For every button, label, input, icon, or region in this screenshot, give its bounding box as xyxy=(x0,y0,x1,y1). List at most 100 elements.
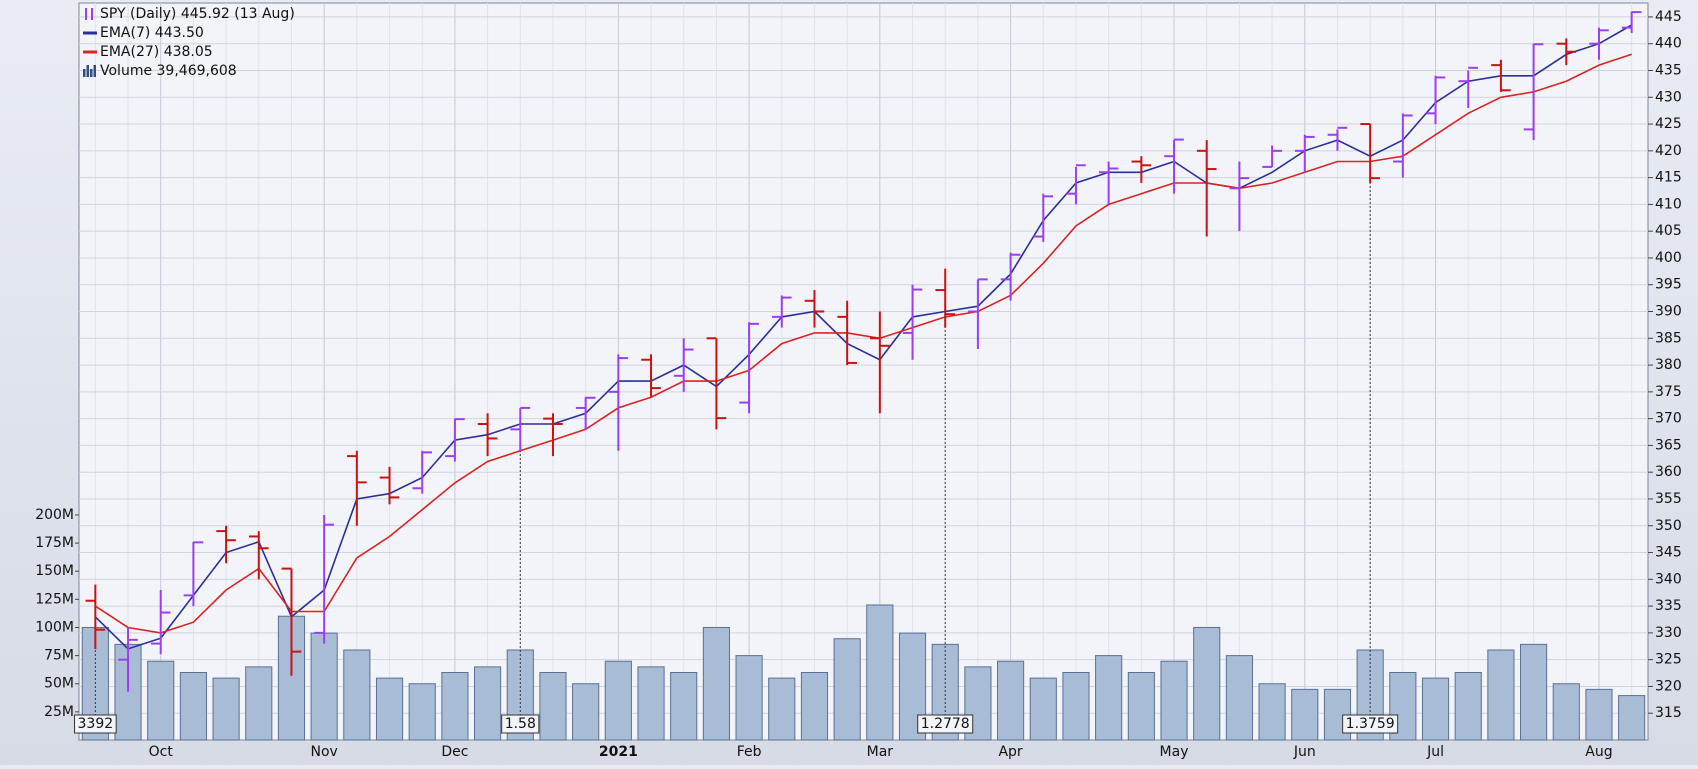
legend-label: Volume 39,469,608 xyxy=(100,63,237,79)
volume-bar xyxy=(1062,671,1090,741)
y-tick-label: 420 xyxy=(1655,143,1682,159)
legend-label: EMA(7) 443.50 xyxy=(100,25,204,41)
volume-bar xyxy=(179,671,207,741)
y-tick-label: 400 xyxy=(1655,250,1682,266)
y-tick-label: 355 xyxy=(1655,491,1682,507)
volume-bar xyxy=(572,683,600,741)
volume-bar xyxy=(343,649,371,741)
x-tick-label: Mar xyxy=(867,744,894,760)
volume-bar xyxy=(212,677,240,741)
volume-bar xyxy=(866,604,894,741)
y-tick-label: 315 xyxy=(1655,705,1682,721)
event-label: 1.3759 xyxy=(1346,716,1395,732)
volume-bar xyxy=(702,626,730,741)
volume-bar xyxy=(800,671,829,741)
volume-bar xyxy=(147,660,175,741)
x-tick-label: Aug xyxy=(1585,744,1612,760)
y-tick-label: 395 xyxy=(1655,277,1682,293)
x-tick-label: Jun xyxy=(1293,744,1316,760)
volume-bar xyxy=(375,677,404,741)
y2-tick-label: 125M xyxy=(35,591,74,607)
event-box xyxy=(74,714,117,734)
volume-bar xyxy=(604,660,632,741)
y2-tick-label: 150M xyxy=(35,563,74,579)
y2-tick-label: 175M xyxy=(35,535,74,551)
y-tick-label: 440 xyxy=(1655,36,1682,52)
volume-bar xyxy=(1520,643,1548,741)
volume-bar xyxy=(637,666,665,741)
ema-line xyxy=(94,53,1632,634)
volume-bar xyxy=(1585,688,1613,741)
y2-tick-label: 25M xyxy=(44,704,74,720)
legend-swatch xyxy=(90,69,93,77)
volume-bar xyxy=(441,671,469,741)
volume-bar xyxy=(735,655,763,741)
y-tick-label: 350 xyxy=(1655,518,1682,534)
volume-bar xyxy=(833,638,861,741)
volume-bar xyxy=(1487,649,1515,741)
volume-bar xyxy=(670,671,698,741)
volume-bar xyxy=(310,632,338,741)
y-tick-label: 325 xyxy=(1655,652,1682,668)
volume-bar xyxy=(1029,677,1057,741)
y-tick-label: 410 xyxy=(1655,196,1682,212)
volume-bar xyxy=(245,666,273,741)
y-tick-label: 365 xyxy=(1655,437,1682,453)
x-tick-label: Apr xyxy=(998,744,1022,760)
y-tick-label: 345 xyxy=(1655,545,1682,561)
event-label: 3392 xyxy=(78,716,114,732)
x-tick-label: Oct xyxy=(149,744,174,760)
volume-bar xyxy=(768,677,796,741)
x-tick-label: 2021 xyxy=(599,744,638,760)
y2-tick-label: 100M xyxy=(35,619,74,635)
y-tick-label: 435 xyxy=(1655,62,1682,78)
volume-bar xyxy=(1258,683,1286,741)
volume-bar xyxy=(1127,671,1155,741)
x-tick-label: May xyxy=(1160,744,1189,760)
y-tick-label: 370 xyxy=(1655,411,1682,427)
x-tick-label: Nov xyxy=(310,744,337,760)
volume-bar xyxy=(1618,695,1646,741)
volume-bar xyxy=(997,660,1025,741)
y-tick-label: 445 xyxy=(1655,9,1682,25)
y-tick-label: 425 xyxy=(1655,116,1682,132)
y-tick-label: 335 xyxy=(1655,598,1682,614)
volume-bar xyxy=(1160,660,1188,741)
event-label: 1.2778 xyxy=(921,716,970,732)
x-tick-label: Feb xyxy=(737,744,762,760)
y-tick-label: 320 xyxy=(1655,678,1682,694)
volume-bar xyxy=(1291,688,1319,741)
y2-tick-label: 75M xyxy=(44,648,74,664)
y-tick-label: 405 xyxy=(1655,223,1682,239)
volume-bar xyxy=(1225,655,1253,741)
x-tick-label: Jul xyxy=(1426,744,1444,760)
event-box xyxy=(501,714,540,734)
legend-swatch xyxy=(93,65,96,77)
y-tick-label: 375 xyxy=(1655,384,1682,400)
y-tick-label: 415 xyxy=(1655,170,1682,186)
y-tick-label: 390 xyxy=(1655,304,1682,320)
volume-bar xyxy=(539,671,567,741)
x-tick-label: Dec xyxy=(441,744,468,760)
y2-tick-label: 50M xyxy=(44,676,74,692)
volume-bar xyxy=(1454,671,1482,741)
y-tick-label: 330 xyxy=(1655,625,1682,641)
volume-bar xyxy=(474,666,502,741)
plot-area xyxy=(78,2,1649,741)
ema-line xyxy=(94,24,1633,650)
y-tick-label: 430 xyxy=(1655,89,1682,105)
volume-bar xyxy=(1552,683,1580,741)
legend-label: EMA(27) 438.05 xyxy=(100,44,213,60)
volume-bar xyxy=(408,683,436,741)
event-box xyxy=(1342,714,1399,734)
y-tick-label: 385 xyxy=(1655,330,1682,346)
y2-tick-label: 200M xyxy=(35,507,74,523)
volume-bar xyxy=(1193,626,1221,741)
volume-bar xyxy=(1095,655,1123,741)
y-tick-label: 380 xyxy=(1655,357,1682,373)
y-tick-label: 340 xyxy=(1655,571,1682,587)
event-box xyxy=(917,714,974,734)
legend-label: SPY (Daily) 445.92 (13 Aug) xyxy=(100,6,295,22)
